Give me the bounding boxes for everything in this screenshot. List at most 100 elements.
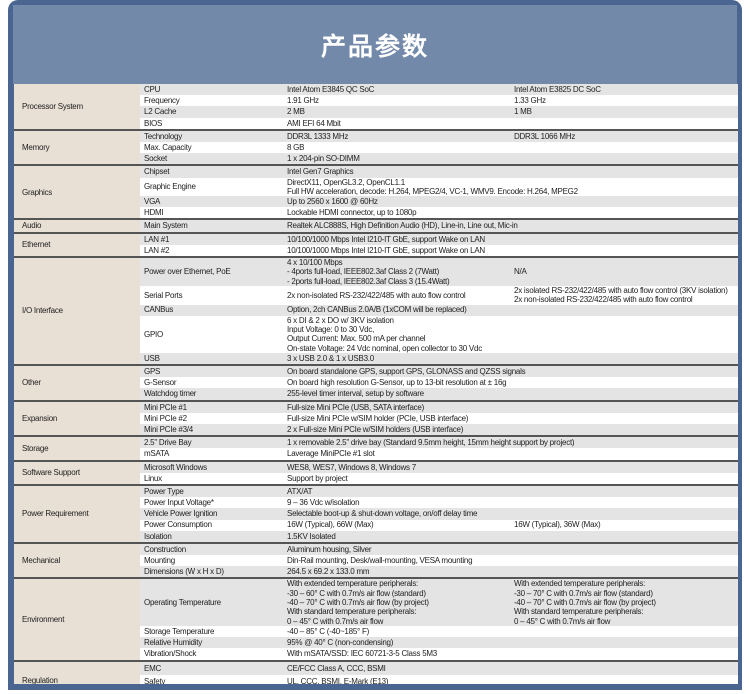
spec-row: Mounting Din-Rail mounting, Desk/wall-mou… (14, 555, 738, 566)
spec-label: CANBus (140, 304, 283, 316)
spec-value: ATX/AT (283, 483, 738, 498)
spec-label: Power Consumption (144, 520, 212, 530)
spec-value: WES8, WES7, Windows 8, Windows 7 (283, 459, 738, 473)
spec-value: Lockable HDMI connector, up to 1080p (287, 208, 417, 218)
spec-value: Intel Atom E3845 QC SoC (283, 84, 510, 96)
spec-value: 6 x DI & 2 x DO w/ 3KV isolation Input V… (287, 315, 482, 353)
spec-row: Graphic Engine DirectX11, OpenGL3.2, Open… (14, 178, 738, 197)
spec-value-alt-model: DDR3L 1066 MHz (510, 128, 738, 142)
spec-label: Dimensions (W x H x D) (140, 566, 283, 579)
spec-label: Technology (140, 128, 283, 142)
spec-row: Linux Support by project (14, 473, 738, 485)
spec-row: Serial Ports 2x non-isolated RS-232/422/4… (14, 286, 738, 305)
spec-value: Selectable boot-up & shut-down voltage, … (283, 508, 738, 520)
spec-label: Watchdog timer (140, 388, 283, 401)
spec-label: Construction (140, 541, 283, 556)
section-category: Regulation (14, 659, 140, 684)
spec-label: GPIO (144, 329, 164, 339)
spec-value: 264.5 x 69.2 x 133.0 mm (283, 566, 738, 579)
spec-row: Software Support Microsoft Windows WES8, W… (14, 459, 738, 485)
spec-value: 2 MB (283, 106, 510, 118)
spec-row: CANBus Option, 2ch CANBus 2.0A/B (1xCOM w… (14, 304, 738, 316)
spec-row: Memory Technology DDR3L 1333 MHz DDR3L 1066… (14, 128, 738, 166)
spec-row: VGA Up to 2560 x 1600 @ 60Hz (14, 196, 738, 208)
spec-label: Mini PCIe #3/4 (140, 424, 283, 437)
section-category: Graphics (14, 164, 140, 220)
spec-row: L2 Cache 2 MB 1 MB (14, 106, 738, 118)
spec-label: Mounting (144, 556, 175, 566)
spec-label: HDMI (144, 208, 164, 218)
spec-value-alt-model: 2x isolated RS-232/422/485 with auto flo… (514, 285, 728, 305)
spec-label: Linux (144, 473, 162, 483)
spec-value: CE/FCC Class A, CCC, BSMI (283, 659, 738, 675)
spec-row: Power Requirement Power Type ATX/AT (14, 483, 738, 543)
spec-value: Din-Rail mounting, Desk/wall-mounting, V… (287, 556, 473, 566)
spec-label: VGA (140, 196, 283, 208)
section-category: Expansion (14, 399, 140, 437)
spec-label: G-Sensor (144, 378, 177, 388)
spec-label: Graphic Engine (144, 182, 196, 192)
spec-row: Mini PCIe #2 Full-size Mini PCIe w/SIM ho… (14, 413, 738, 424)
spec-value: 2x non-isolated RS-232/422/485 with auto… (287, 290, 466, 300)
spec-value: 1.91 GHz (287, 96, 319, 106)
spec-label: LAN #1 (140, 231, 283, 245)
section-category: Mechanical (14, 541, 140, 579)
spec-row: mSATA Laverage MiniPCIe #1 slot (14, 448, 738, 460)
spec-label: Serial Ports (144, 290, 183, 300)
spec-label: Isolation (140, 530, 283, 543)
spec-row: Relative Humidity 95% @ 40° C (non-conden… (14, 637, 738, 649)
spec-value: Realtek ALC888S, High Definition Audio (… (283, 218, 738, 233)
spec-label: L2 Cache (140, 106, 283, 118)
spec-row: BIOS AMI EFI 64 Mbit (14, 118, 738, 130)
spec-label: Relative Humidity (140, 637, 283, 649)
spec-value: With mSATA/SSD: IEC 60721-3-5 Class 5M3 (287, 649, 438, 659)
spec-value-alt-model: Intel Atom E3825 DC SoC (510, 84, 738, 96)
section-category: Processor System (14, 84, 140, 130)
spec-value: Laverage MiniPCIe #1 slot (287, 449, 375, 459)
spec-value: 8 GB (287, 142, 305, 152)
spec-row: Safety UL, CCC, BSMI, E-Mark (E13) (14, 675, 738, 684)
spec-row: LAN #2 10/100/1000 Mbps Intel I210-IT GbE… (14, 245, 738, 257)
spec-label: CPU (140, 84, 283, 96)
spec-value: 1.5KV Isolated (283, 530, 738, 543)
spec-label: Vibration/Shock (144, 649, 197, 659)
spec-row: G-Sensor On board high resolution G-Senso… (14, 377, 738, 388)
spec-label: Storage Temperature (144, 626, 215, 636)
spec-value: AMI EFI 64 Mbit (287, 118, 341, 128)
spec-value: 3 x USB 2.0 & 1 x USB3.0 (283, 352, 738, 366)
spec-row: Regulation EMC CE/FCC Class A, CCC, BSMI (14, 659, 738, 684)
spec-label: 2.5" Drive Bay (140, 435, 283, 449)
spec-row: Vehicle Power Ignition Selectable boot-up… (14, 508, 738, 520)
spec-row: Mechanical Construction Aluminum housing, … (14, 541, 738, 579)
spec-row: Isolation 1.5KV Isolated (14, 530, 738, 543)
spec-value: Aluminum housing, Silver (283, 541, 738, 556)
spec-row: Power Input Voltage* 9 – 36 Vdc w/isolati… (14, 497, 738, 508)
spec-label: Mini PCIe #1 (140, 399, 283, 413)
spec-value: 10/100/1000 Mbps Intel I210-IT GbE, supp… (287, 245, 485, 255)
spec-value: Option, 2ch CANBus 2.0A/B (1xCOM will be… (283, 304, 738, 316)
spec-row: I/O Interface Power over Ethernet, PoE 4 x… (14, 256, 738, 366)
spec-row: Graphics Chipset Intel Gen7 Graphics (14, 164, 738, 220)
spec-value-alt-model: 1.33 GHz (514, 96, 546, 106)
spec-label: Max. Capacity (144, 142, 192, 152)
spec-value: Intel Gen7 Graphics (283, 164, 738, 178)
spec-label: Chipset (140, 164, 283, 178)
spec-value: Support by project (287, 473, 348, 483)
spec-label: Power over Ethernet, PoE (140, 256, 283, 286)
spec-value: Up to 2560 x 1600 @ 60Hz (283, 196, 738, 208)
spec-value: On board high resolution G-Sensor, up to… (287, 378, 507, 388)
spec-value-alt-model: With extended temperature peripherals: -… (510, 577, 738, 626)
spec-value: With extended temperature peripherals: -… (283, 577, 510, 626)
spec-row: Processor System CPU Intel Atom E3845 QC S… (14, 84, 738, 130)
section-category: Memory (14, 128, 140, 166)
spec-value: 16W (Typical), 66W (Max) (287, 520, 374, 530)
spec-label: Frequency (144, 96, 180, 106)
spec-row: Power Consumption 16W (Typical), 66W (Max… (14, 520, 738, 531)
spec-label: Safety (144, 677, 166, 684)
spec-value: 95% @ 40° C (non-condensing) (283, 637, 738, 649)
spec-row: Environment Operating Temperature With ext… (14, 577, 738, 661)
spec-row: Other GPS On board standalone GPS, support… (14, 364, 738, 401)
spec-row: Expansion Mini PCIe #1 Full-size Mini PCIe… (14, 399, 738, 437)
spec-value: -40 – 85° C (-40~185° F) (287, 626, 369, 636)
section-category: Software Support (14, 459, 140, 485)
